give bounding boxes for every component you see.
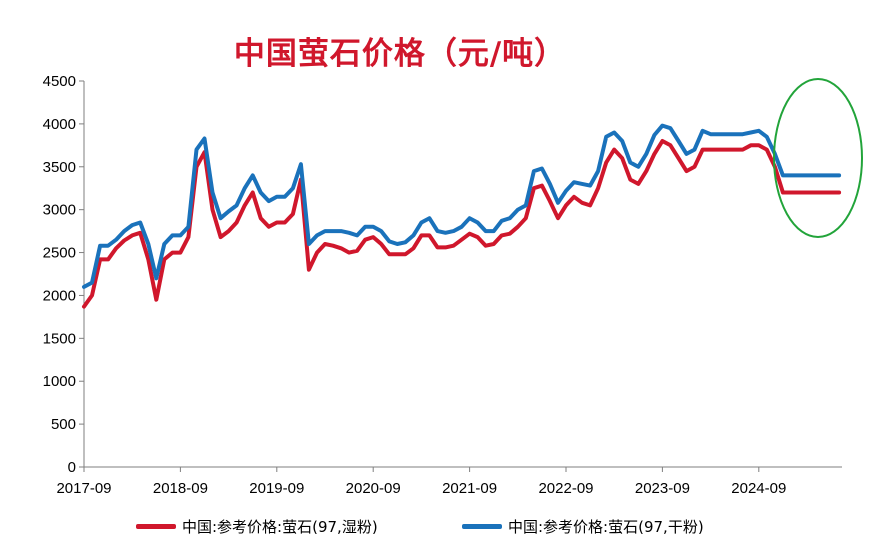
x-tick-label: 2024-09: [731, 480, 786, 497]
legend-label-wet: 中国:参考价格:萤石(97,湿粉): [182, 518, 378, 536]
y-tick-label: 1000: [43, 373, 76, 390]
chart-axes: 0 500 1000 1500 2000 2500 3000 3500 4000 4500 2017…: [43, 73, 842, 497]
x-tick-label: 2018-09: [153, 480, 208, 497]
legend-swatch-dry: [462, 524, 502, 529]
y-tick-label: 1500: [43, 330, 76, 347]
x-tick-label: 2020-09: [346, 480, 401, 497]
y-tick-label: 4000: [43, 116, 76, 133]
x-tick-label: 2019-09: [249, 480, 304, 497]
y-tick-label: 3000: [43, 202, 76, 219]
y-tick-label: 2500: [43, 245, 76, 262]
y-tick-label: 4500: [43, 73, 76, 90]
y-tick-label: 2000: [43, 287, 76, 304]
y-tick-label: 500: [51, 416, 76, 433]
annotation-layer: [773, 78, 863, 238]
legend-swatch-wet: [136, 524, 176, 529]
highlight-ellipse: [773, 78, 863, 238]
chart-title: 中国萤石价格（元/吨）: [233, 36, 567, 72]
x-tick-label: 2017-09: [56, 480, 111, 497]
y-tick-label: 3500: [43, 159, 76, 176]
series-layer: [82, 123, 842, 309]
x-tick-label: 2023-09: [635, 480, 690, 497]
series-line-wet: [82, 139, 842, 309]
series-line-dry: [82, 123, 842, 289]
legend-item-wet: 中国:参考价格:萤石(97,湿粉): [136, 516, 378, 537]
x-tick-label: 2021-09: [442, 480, 497, 497]
legend-item-dry: 中国:参考价格:萤石(97,干粉): [462, 516, 704, 537]
y-tick-label: 0: [68, 459, 76, 476]
x-tick-label: 2022-09: [538, 480, 593, 497]
legend-label-dry: 中国:参考价格:萤石(97,干粉): [508, 518, 704, 536]
legend: 中国:参考价格:萤石(97,湿粉) 中国:参考价格:萤石(97,干粉): [0, 516, 869, 540]
